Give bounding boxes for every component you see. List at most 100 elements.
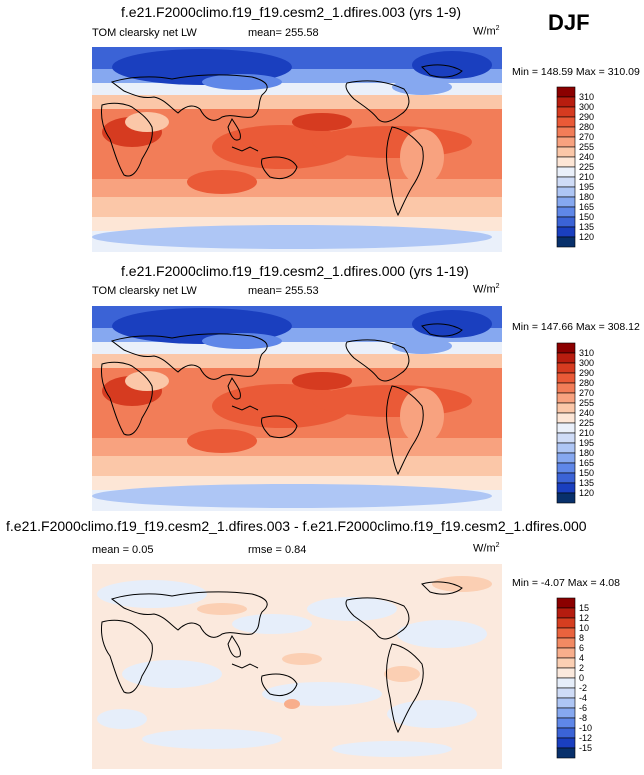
panel-1-colorbar: 3103002902802702552402252101951801651501… <box>556 86 594 248</box>
cb3-tick-label: 10 <box>579 623 589 633</box>
cb2-tick-label: 120 <box>579 488 594 498</box>
cb1-swatch <box>556 96 576 108</box>
cb3-swatch <box>556 677 576 689</box>
cb3-tick-label: -4 <box>579 693 587 703</box>
cb3-swatch <box>556 637 576 649</box>
cb3-tick-label: 8 <box>579 633 584 643</box>
map-3-coastlines <box>101 581 463 734</box>
cb3-tick-label: 15 <box>579 603 589 613</box>
cb1-swatch <box>556 86 576 98</box>
cb2-tick-label: 135 <box>579 478 594 488</box>
cb1-swatch <box>556 136 576 148</box>
cb1-tick-label: 280 <box>579 122 594 132</box>
cb1-tick-label: 195 <box>579 182 594 192</box>
cb1-swatch <box>556 166 576 178</box>
panel-1-minmax: Min = 148.59 Max = 310.09 <box>512 66 640 78</box>
cb1-tick-label: 300 <box>579 102 594 112</box>
cb3-tick-label: -15 <box>579 743 592 753</box>
cb1-swatch <box>556 156 576 168</box>
cb2-tick-label: 150 <box>579 468 594 478</box>
cb1-swatch <box>556 176 576 188</box>
panel-2-variable-label: TOM clearsky net LW <box>92 285 197 297</box>
cb3-swatch <box>556 597 576 609</box>
cb3-tick-label: -8 <box>579 713 587 723</box>
panel-2-units: W/m2 <box>473 283 500 296</box>
cb1-swatch <box>556 126 576 138</box>
panel-1-units: W/m2 <box>473 25 500 38</box>
cb1-swatch <box>556 146 576 158</box>
cb1-tick-label: 255 <box>579 142 594 152</box>
cb2-tick-label: 255 <box>579 398 594 408</box>
cb3-swatch <box>556 717 576 729</box>
cb2-tick-label: 280 <box>579 378 594 388</box>
panel-1-mean-label: mean= 255.58 <box>248 27 319 39</box>
cb3-swatch <box>556 657 576 669</box>
panel-3-map <box>92 564 502 769</box>
cb2-swatch <box>556 412 576 424</box>
panel-1-map <box>92 47 502 252</box>
cb2-tick-label: 195 <box>579 438 594 448</box>
cb3-swatch <box>556 727 576 739</box>
cb3-tick-label: 6 <box>579 643 584 653</box>
cb3-tick-label: -10 <box>579 723 592 733</box>
cb1-tick-label: 270 <box>579 132 594 142</box>
cb3-tick-label: 12 <box>579 613 589 623</box>
cb3-swatch <box>556 707 576 719</box>
cb3-tick-label: 2 <box>579 663 584 673</box>
cb3-swatch <box>556 667 576 679</box>
panel-2-colorbar: 3103002902802702552402252101951801651501… <box>556 342 594 504</box>
cb1-tick-label: 225 <box>579 162 594 172</box>
cb3-tick-label: 0 <box>579 673 584 683</box>
cb2-swatch <box>556 462 576 474</box>
cb1-tick-label: 290 <box>579 112 594 122</box>
cb3-swatch <box>556 697 576 709</box>
cb2-swatch <box>556 352 576 364</box>
cb1-swatch <box>556 186 576 198</box>
cb3-tick-label: -2 <box>579 683 587 693</box>
cb3-swatch <box>556 687 576 699</box>
cb2-tick-label: 300 <box>579 358 594 368</box>
cb2-swatch <box>556 382 576 394</box>
cb2-tick-label: 270 <box>579 388 594 398</box>
cb3-swatch <box>556 647 576 659</box>
cb2-tick-label: 310 <box>579 348 594 358</box>
cb1-swatch <box>556 206 576 218</box>
panel-1-variable-label: TOM clearsky net LW <box>92 27 197 39</box>
cb1-swatch <box>556 196 576 208</box>
cb1-tick-label: 240 <box>579 152 594 162</box>
cb2-swatch <box>556 362 576 374</box>
panel-3-rmse-label: rmse = 0.84 <box>248 544 307 556</box>
panel-1-title: f.e21.F2000climo.f19_f19.cesm2_1.dfires.… <box>121 4 462 20</box>
cb2-tick-label: 240 <box>579 408 594 418</box>
cb2-swatch <box>556 342 576 354</box>
cb1-tick-label: 165 <box>579 202 594 212</box>
cb1-tick-label: 310 <box>579 92 594 102</box>
cb2-tick-label: 180 <box>579 448 594 458</box>
cb1-swatch <box>556 216 576 228</box>
cb2-swatch <box>556 392 576 404</box>
cb1-tick-label: 180 <box>579 192 594 202</box>
cb2-swatch <box>556 442 576 454</box>
cb3-swatch <box>556 617 576 629</box>
cb2-swatch <box>556 492 576 504</box>
cb3-tick-label: 4 <box>579 653 584 663</box>
panel-3-units: W/m2 <box>473 542 500 555</box>
cb2-tick-label: 165 <box>579 458 594 468</box>
panel-3-title: f.e21.F2000climo.f19_f19.cesm2_1.dfires.… <box>6 518 587 534</box>
cb2-swatch <box>556 372 576 384</box>
panel-2-minmax: Min = 147.66 Max = 308.12 <box>512 321 640 333</box>
cb1-tick-label: 210 <box>579 172 594 182</box>
cb1-swatch <box>556 116 576 128</box>
cb2-swatch <box>556 402 576 414</box>
season-label: DJF <box>548 10 590 35</box>
cb2-tick-label: 210 <box>579 428 594 438</box>
panel-3-minmax: Min = -4.07 Max = 4.08 <box>512 577 620 589</box>
cb2-swatch <box>556 432 576 444</box>
cb1-swatch <box>556 226 576 238</box>
cb1-swatch <box>556 236 576 248</box>
cb2-tick-label: 290 <box>579 368 594 378</box>
cb3-swatch <box>556 747 576 759</box>
cb3-swatch <box>556 737 576 749</box>
cb2-swatch <box>556 472 576 484</box>
